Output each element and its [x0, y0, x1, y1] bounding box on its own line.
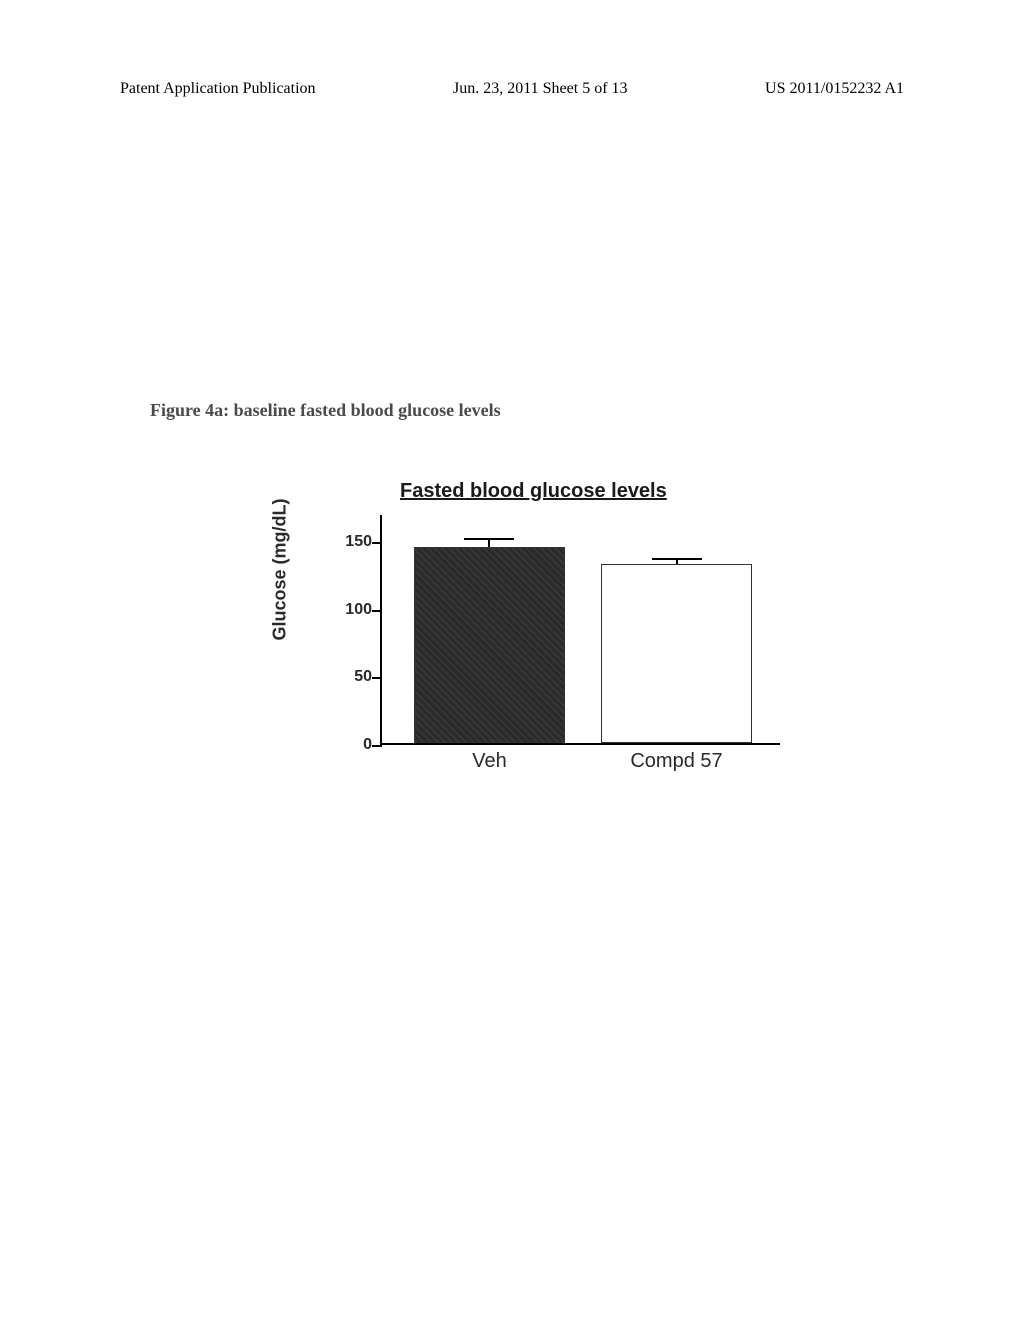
- figure-caption: Figure 4a: baseline fasted blood glucose…: [150, 400, 501, 421]
- error-bar: [676, 560, 678, 564]
- y-tick-label: 0: [337, 736, 372, 754]
- chart-plot-area: 050100150VehCompd 57: [380, 515, 780, 745]
- header-publication: Patent Application Publication: [120, 80, 316, 98]
- error-cap: [652, 558, 702, 560]
- header-date-sheet: Jun. 23, 2011 Sheet 5 of 13: [453, 80, 628, 98]
- y-tick: [372, 542, 382, 544]
- y-tick: [372, 610, 382, 612]
- y-axis-label: Glucose (mg/dL): [270, 498, 291, 640]
- bar-chart: Fasted blood glucose levels Glucose (mg/…: [280, 480, 800, 810]
- y-tick-label: 50: [337, 668, 372, 686]
- x-axis-label: Veh: [414, 750, 565, 773]
- y-tick-label: 150: [337, 533, 372, 551]
- y-tick: [372, 745, 382, 747]
- chart-title: Fasted blood glucose levels: [400, 480, 667, 503]
- bar-compd-57: [601, 564, 752, 743]
- x-axis-label: Compd 57: [601, 750, 752, 773]
- bar-veh: [414, 547, 565, 743]
- page-header: Patent Application Publication Jun. 23, …: [120, 80, 904, 98]
- error-cap: [464, 538, 514, 540]
- y-tick: [372, 677, 382, 679]
- y-tick-label: 100: [337, 601, 372, 619]
- header-patent-number: US 2011/0152232 A1: [765, 80, 904, 98]
- error-bar: [488, 540, 490, 547]
